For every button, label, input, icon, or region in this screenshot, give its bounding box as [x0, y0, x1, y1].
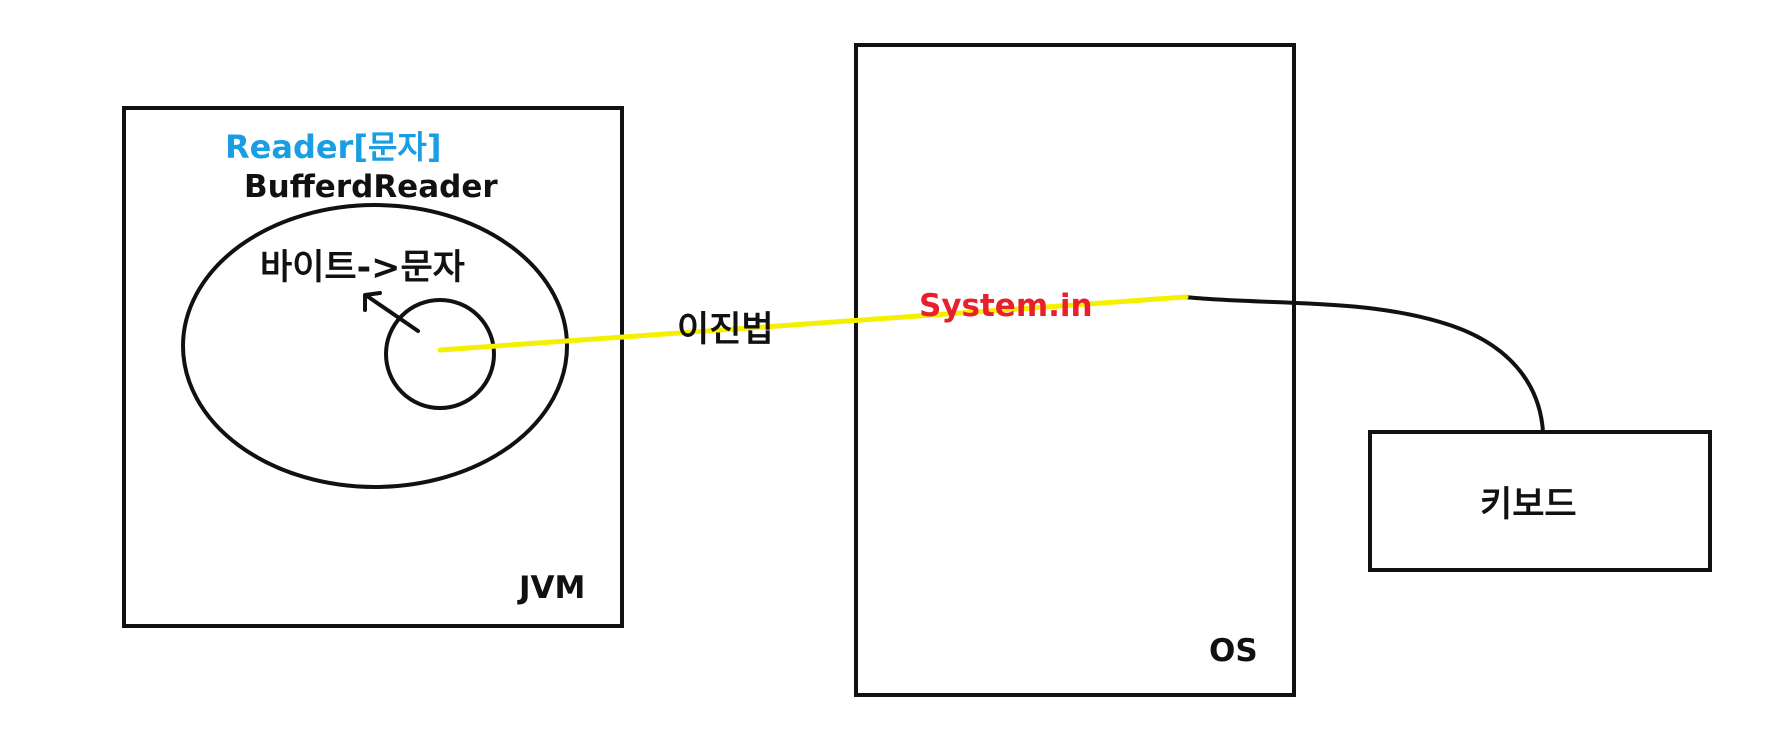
jvm-box	[122, 106, 624, 628]
reader-label: Reader[문자]	[225, 128, 442, 166]
buffered-reader-label: BufferdReader	[244, 169, 498, 205]
keyboard-label: 키보드	[1480, 485, 1577, 525]
conversion-arrow-shaft	[365, 294, 420, 333]
os-box	[854, 43, 1296, 697]
byte-to-char-label: 바이트->문자	[260, 248, 465, 288]
binary-label: 이진법	[677, 310, 774, 350]
keyboard-box	[1368, 430, 1712, 572]
buffered-reader-ellipse	[181, 203, 569, 489]
binary-stream-line	[437, 294, 1189, 353]
jvm-label: JVM	[519, 570, 586, 606]
conversion-arrow-head	[363, 291, 382, 312]
system-in-label: System.in	[919, 288, 1093, 324]
os-label: OS	[1209, 633, 1258, 669]
input-stream-circle	[384, 298, 496, 410]
keyboard-cable	[1183, 295, 1545, 434]
